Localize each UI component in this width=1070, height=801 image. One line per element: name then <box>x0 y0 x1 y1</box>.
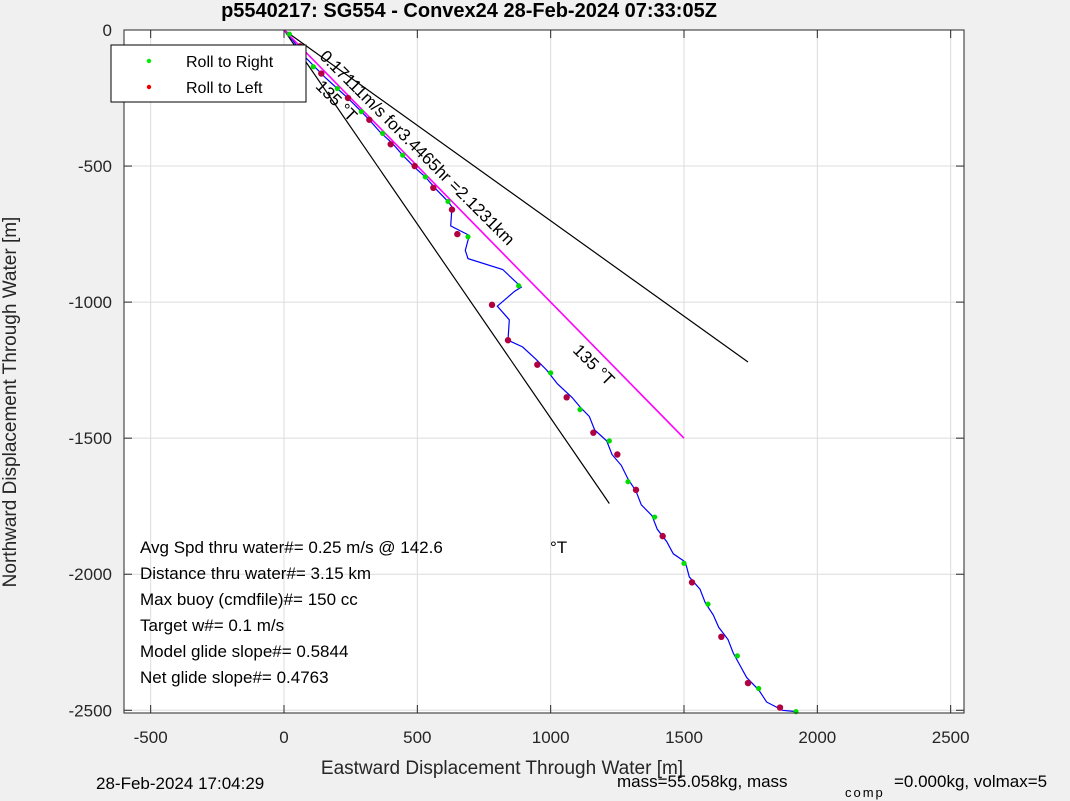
roll-left-point <box>366 116 373 123</box>
legend-label-right: Roll to Right <box>186 54 274 71</box>
roll-left-point <box>344 94 352 102</box>
chart-title: p5540217: SG554 - Convex24 28-Feb-2024 0… <box>221 0 717 22</box>
footer: 28-Feb-2024 17:04:29 mass=55.058kg, mass… <box>96 772 1047 800</box>
plot-area <box>124 30 964 713</box>
roll-right-point <box>577 406 583 413</box>
roll-right-point <box>380 130 386 137</box>
roll-left-point <box>659 532 666 540</box>
y-tick-label: -2000 <box>69 565 112 584</box>
grid <box>124 29 964 713</box>
roll-left-point <box>448 206 456 213</box>
y-tick-label: -2500 <box>69 701 112 720</box>
roll-left-point <box>590 429 597 436</box>
roll-right-point <box>400 152 406 158</box>
x-tick-label: 1000 <box>532 728 570 747</box>
stats-block: Avg Spd thru water#= 0.25 m/s @ 142.6 °T… <box>140 538 567 687</box>
footer-timestamp: 28-Feb-2024 17:04:29 <box>96 774 264 793</box>
roll-right-point <box>310 64 316 70</box>
plot-frame <box>123 29 965 714</box>
legend: Roll to Right Roll to Left <box>110 44 307 103</box>
roll-left-point <box>454 230 461 238</box>
roll-left-point <box>430 184 437 192</box>
envelope-line <box>283 29 610 504</box>
roll-right-point <box>334 85 340 92</box>
y-tick-label: -500 <box>78 157 112 176</box>
roll-right-point <box>465 234 471 240</box>
roll-left-point <box>688 579 696 586</box>
roll-right-point <box>286 31 292 37</box>
roll-right-point <box>422 174 428 180</box>
roll-right-point <box>652 514 658 520</box>
roll-right-point <box>625 479 631 485</box>
roll-right-point <box>516 283 522 289</box>
roll-left-point <box>718 633 725 641</box>
roll-right-point <box>606 438 612 444</box>
x-tick-label: -500 <box>134 728 168 747</box>
series-track <box>283 29 797 713</box>
roll-right-point <box>734 653 740 659</box>
x-tick-label: 1500 <box>665 728 703 747</box>
roll-left-point <box>776 704 784 711</box>
stat-model-glide: Model glide slope#= 0.5844 <box>140 642 348 661</box>
roll-left-point <box>632 486 640 494</box>
x-tick-label: 2500 <box>932 728 970 747</box>
roll-right-point <box>358 109 364 115</box>
y-tick-label: -1500 <box>69 429 112 448</box>
y-axis-label: Northward Displacement Through Water [m] <box>0 217 21 588</box>
stat-avg-speed-unit: °T <box>550 538 567 557</box>
stat-avg-speed: Avg Spd thru water#= 0.25 m/s @ 142.6 <box>140 538 443 557</box>
roll-left-point <box>534 361 541 368</box>
roll-left-point <box>387 141 394 148</box>
x-tick-label: 2000 <box>798 728 836 747</box>
ticks: -500 0 500 1000 1500 2000 2500 0 -500 -1000 -1500 -… <box>69 21 970 747</box>
legend-box <box>110 44 307 103</box>
stat-net-glide: Net glide slope#= 0.4763 <box>140 668 329 687</box>
roll-left-point <box>504 337 512 344</box>
roll-left-point <box>318 70 325 77</box>
y-tick-label: 0 <box>103 21 112 40</box>
x-axis-label: Eastward Displacement Through Water [m] <box>321 758 683 779</box>
roll-left-point <box>744 679 752 687</box>
envelope-lines <box>283 29 749 504</box>
footer-mass-sub: comp <box>845 785 885 800</box>
y-tick-label: -1000 <box>69 293 112 312</box>
envelope-line <box>283 29 749 363</box>
footer-volmax: =0.000kg, volmax=5 <box>894 772 1047 791</box>
legend-marker-left <box>146 84 152 90</box>
roll-right-point <box>445 198 451 205</box>
roll-right-point <box>705 601 711 607</box>
roll-left-point <box>563 394 570 401</box>
footer-mass: mass=55.058kg, mass <box>617 772 788 791</box>
roll-right-point <box>681 560 687 566</box>
roll-right-point <box>548 370 554 376</box>
stat-target-w: Target w#= 0.1 m/s <box>140 616 284 635</box>
x-tick-label: 500 <box>403 728 431 747</box>
roll-left-point <box>411 162 418 170</box>
stat-distance: Distance thru water#= 3.15 km <box>140 564 371 583</box>
roll-left-point <box>614 451 621 458</box>
legend-label-left: Roll to Left <box>186 80 263 97</box>
roll-right-point <box>756 685 762 692</box>
roll-left-point <box>488 301 496 309</box>
legend-marker-right <box>146 58 152 64</box>
x-tick-label: 0 <box>279 728 288 747</box>
stat-max-buoy: Max buoy (cmdfile)#= 150 cc <box>140 590 358 609</box>
